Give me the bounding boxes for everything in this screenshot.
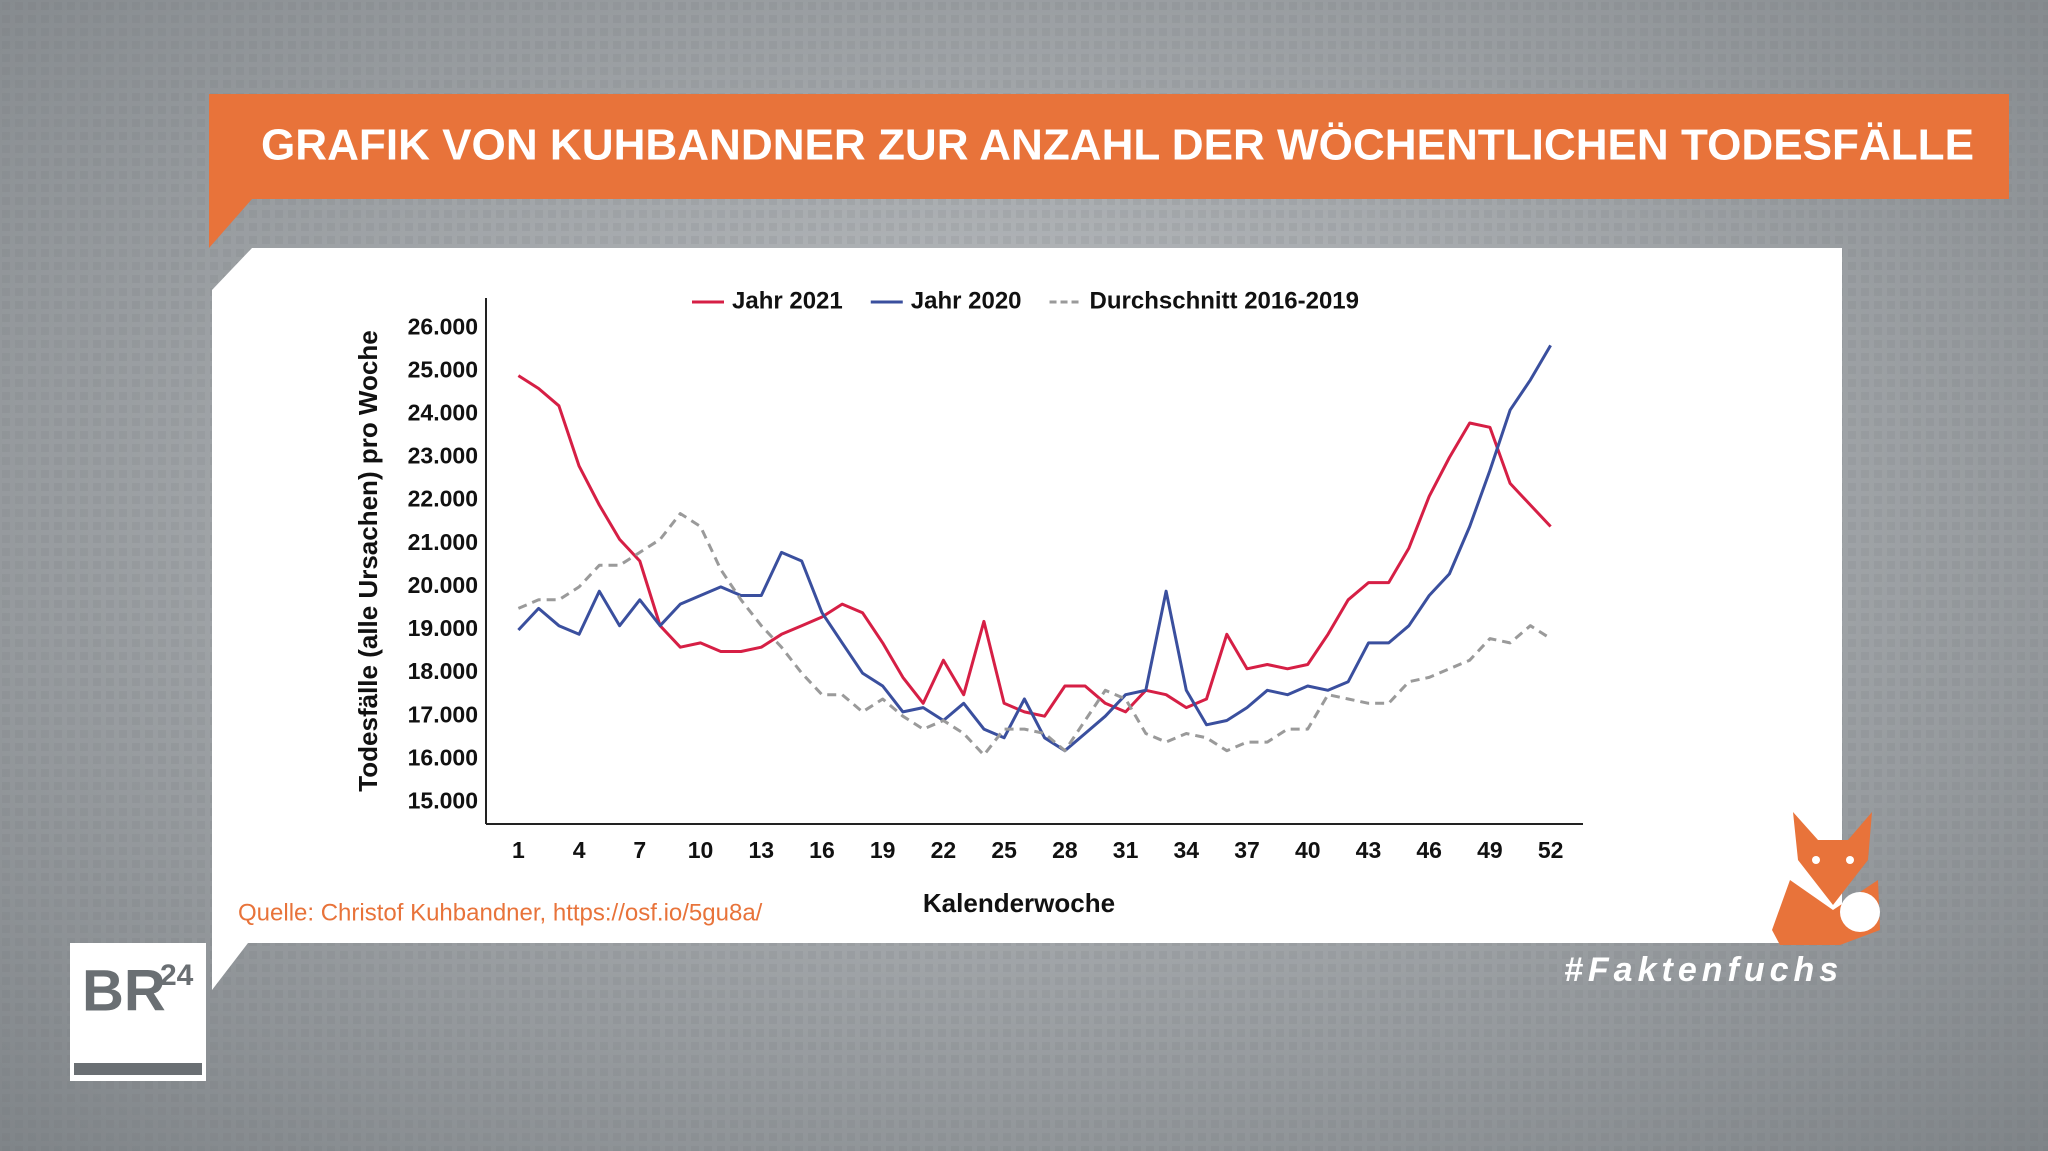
x-tick-label: 13 [748,837,774,863]
x-tick-label: 28 [1052,837,1078,863]
chart-panel [212,248,1842,990]
y-tick-label: 23.000 [408,443,478,469]
y-tick-label: 18.000 [408,658,478,684]
x-tick-label: 46 [1416,837,1442,863]
y-tick-label: 24.000 [408,399,478,425]
x-tick-label: 37 [1234,837,1260,863]
x-tick-label: 49 [1477,837,1503,863]
data-line [517,374,1552,718]
hashtag: #Faktenfuchs [1564,951,1843,989]
y-tick-label: 19.000 [408,615,478,641]
x-tick-label: 10 [688,837,714,863]
x-tick-label: 43 [1356,837,1382,863]
x-tick-label: 4 [573,837,586,863]
x-tick-label: 52 [1538,837,1564,863]
data-line [517,344,1552,753]
y-tick-label: 25.000 [408,356,478,382]
y-tick-label: 15.000 [408,788,478,814]
y-tick-label: 17.000 [408,701,478,727]
y-tick-label: 20.000 [408,572,478,598]
banner-title: GRAFIK VON KUHBANDNER ZUR ANZAHL DER WÖC… [261,121,1974,170]
x-tick-label: 1 [512,837,525,863]
logo-superscript: 24 [160,959,194,992]
x-tick-label: 40 [1295,837,1321,863]
logo-bar [74,1063,202,1075]
y-tick-label: 22.000 [408,486,478,512]
y-tick-label: 21.000 [408,529,478,555]
x-tick-label: 31 [1113,837,1139,863]
logo-box [70,943,206,1081]
x-tick-label: 34 [1174,837,1200,863]
legend-label: Jahr 2021 [732,287,843,314]
legend-label: Jahr 2020 [911,287,1022,314]
x-tick-label: 16 [809,837,835,863]
legend-label: Durchschnitt 2016-2019 [1090,287,1359,314]
x-tick-label: 7 [633,837,646,863]
data-line [517,512,1552,757]
x-axis-title: Kalenderwoche [923,888,1115,918]
logo-text: BR [82,958,166,1023]
source: Quelle: Christof Kuhbandner, https://osf… [238,899,763,926]
y-tick-label: 16.000 [408,744,478,770]
fox-icon [1772,812,1880,945]
y-axis-title: Todesfälle (alle Ursachen) pro Woche [353,330,383,791]
banner-fold [209,199,252,248]
banner [209,94,2009,199]
x-tick-label: 25 [991,837,1017,863]
y-tick-label: 26.000 [408,313,478,339]
x-tick-label: 22 [931,837,957,863]
x-tick-label: 19 [870,837,896,863]
